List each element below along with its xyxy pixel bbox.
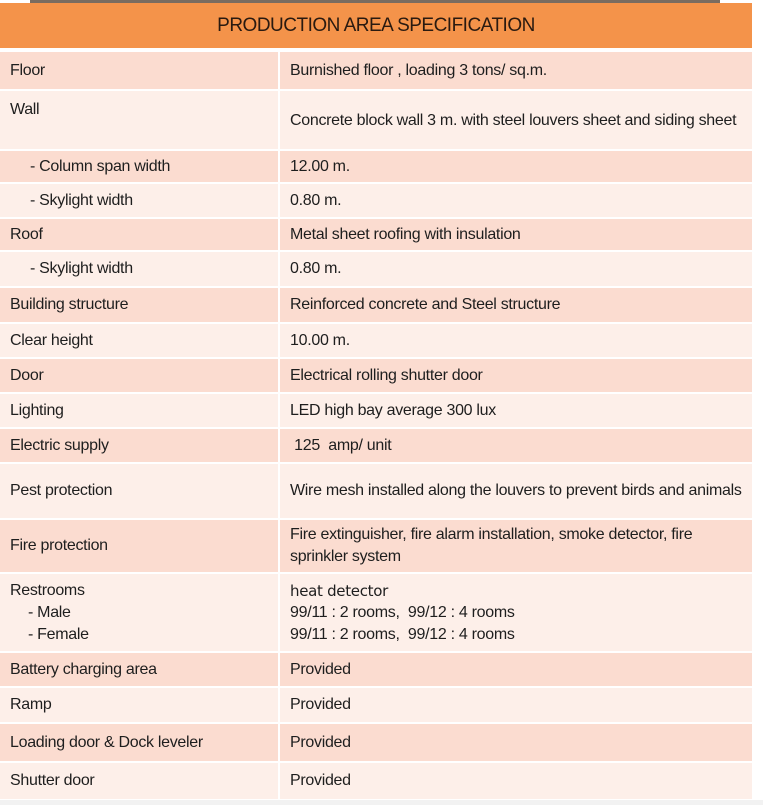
row-value: heat detector 99/11 : 2 rooms, 99/12 : 4…: [279, 573, 752, 653]
row-label: - Skylight width: [0, 183, 280, 219]
row-label: Roof: [0, 218, 280, 252]
row-label: - Skylight width: [0, 251, 280, 288]
row-value: Provided: [279, 762, 752, 801]
row-label: Clear height: [0, 323, 280, 359]
male-value: 99/11 : 2 rooms, 99/12 : 4 rooms: [290, 603, 515, 621]
page-title: PRODUCTION AREA SPECIFICATION: [0, 3, 752, 48]
row-value: Concrete block wall 3 m. with steel louv…: [279, 90, 752, 151]
row-label: Lighting: [0, 393, 280, 429]
row-value: LED high bay average 300 lux: [279, 393, 752, 429]
table-row: Floor Burnished floor , loading 3 tons/ s…: [0, 52, 752, 91]
table-row: Ramp Provided: [0, 687, 752, 724]
table-row: - Column span width 12.00 m.: [0, 150, 752, 184]
table-row: Clear height 10.00 m.: [0, 323, 752, 359]
row-value: Provided: [279, 687, 752, 724]
row-value: 125 amp/ unit: [279, 428, 752, 464]
table-row: Shutter door Provided: [0, 762, 752, 801]
table-row: Pest protection Wire mesh installed along…: [0, 463, 752, 520]
row-label: Battery charging area: [0, 652, 280, 688]
male-label: - Male: [28, 603, 71, 621]
row-label: Wall: [0, 90, 280, 151]
table-row: Loading door & Dock leveler Provided: [0, 723, 752, 763]
bottom-strip: [0, 800, 763, 805]
row-label: Floor: [0, 52, 280, 91]
row-value: Electrical rolling shutter door: [279, 358, 752, 394]
table-row: Building structure Reinforced concrete an…: [0, 287, 752, 324]
row-value: Provided: [279, 652, 752, 688]
female-label: - Female: [28, 625, 89, 643]
female-value: 99/11 : 2 rooms, 99/12 : 4 rooms: [290, 625, 515, 643]
row-value: 0.80 m.: [279, 251, 752, 288]
restrooms-label: Restrooms: [10, 581, 85, 599]
header-photo-strip: [30, 0, 720, 3]
row-label: Door: [0, 358, 280, 394]
row-value: 0.80 m.: [279, 183, 752, 219]
table-row: Fire protection Fire extinguisher, fire a…: [0, 519, 752, 574]
row-label: - Column span width: [0, 150, 280, 184]
row-label: Loading door & Dock leveler: [0, 723, 280, 763]
row-value: Reinforced concrete and Steel structure: [279, 287, 752, 324]
spec-table: Floor Burnished floor , loading 3 tons/ s…: [0, 52, 752, 801]
row-value: 12.00 m.: [279, 150, 752, 184]
row-value: Wire mesh installed along the louvers to…: [279, 463, 752, 520]
table-row: - Skylight width 0.80 m.: [0, 183, 752, 219]
row-label: Shutter door: [0, 762, 280, 801]
row-value: Provided: [279, 723, 752, 763]
table-row: Restrooms - Male - Female heat detector …: [0, 573, 752, 653]
table-row: Door Electrical rolling shutter door: [0, 358, 752, 394]
heat-detector-text: heat detector: [290, 581, 389, 600]
table-row: Wall Concrete block wall 3 m. with steel …: [0, 90, 752, 151]
table-row: Lighting LED high bay average 300 lux: [0, 393, 752, 429]
row-value: 10.00 m.: [279, 323, 752, 359]
row-label: Electric supply: [0, 428, 280, 464]
row-label: Building structure: [0, 287, 280, 324]
table-row: Battery charging area Provided: [0, 652, 752, 688]
table-row: - Skylight width 0.80 m.: [0, 251, 752, 288]
row-value: Metal sheet roofing with insulation: [279, 218, 752, 252]
row-label: Fire protection: [0, 519, 280, 574]
row-label: Restrooms - Male - Female: [0, 573, 280, 653]
table-row: Electric supply 125 amp/ unit: [0, 428, 752, 464]
row-label: Ramp: [0, 687, 280, 724]
row-value: Burnished floor , loading 3 tons/ sq.m.: [279, 52, 752, 91]
table-row: Roof Metal sheet roofing with insulation: [0, 218, 752, 252]
row-value: Fire extinguisher, fire alarm installati…: [279, 519, 752, 574]
row-label: Pest protection: [0, 463, 280, 520]
